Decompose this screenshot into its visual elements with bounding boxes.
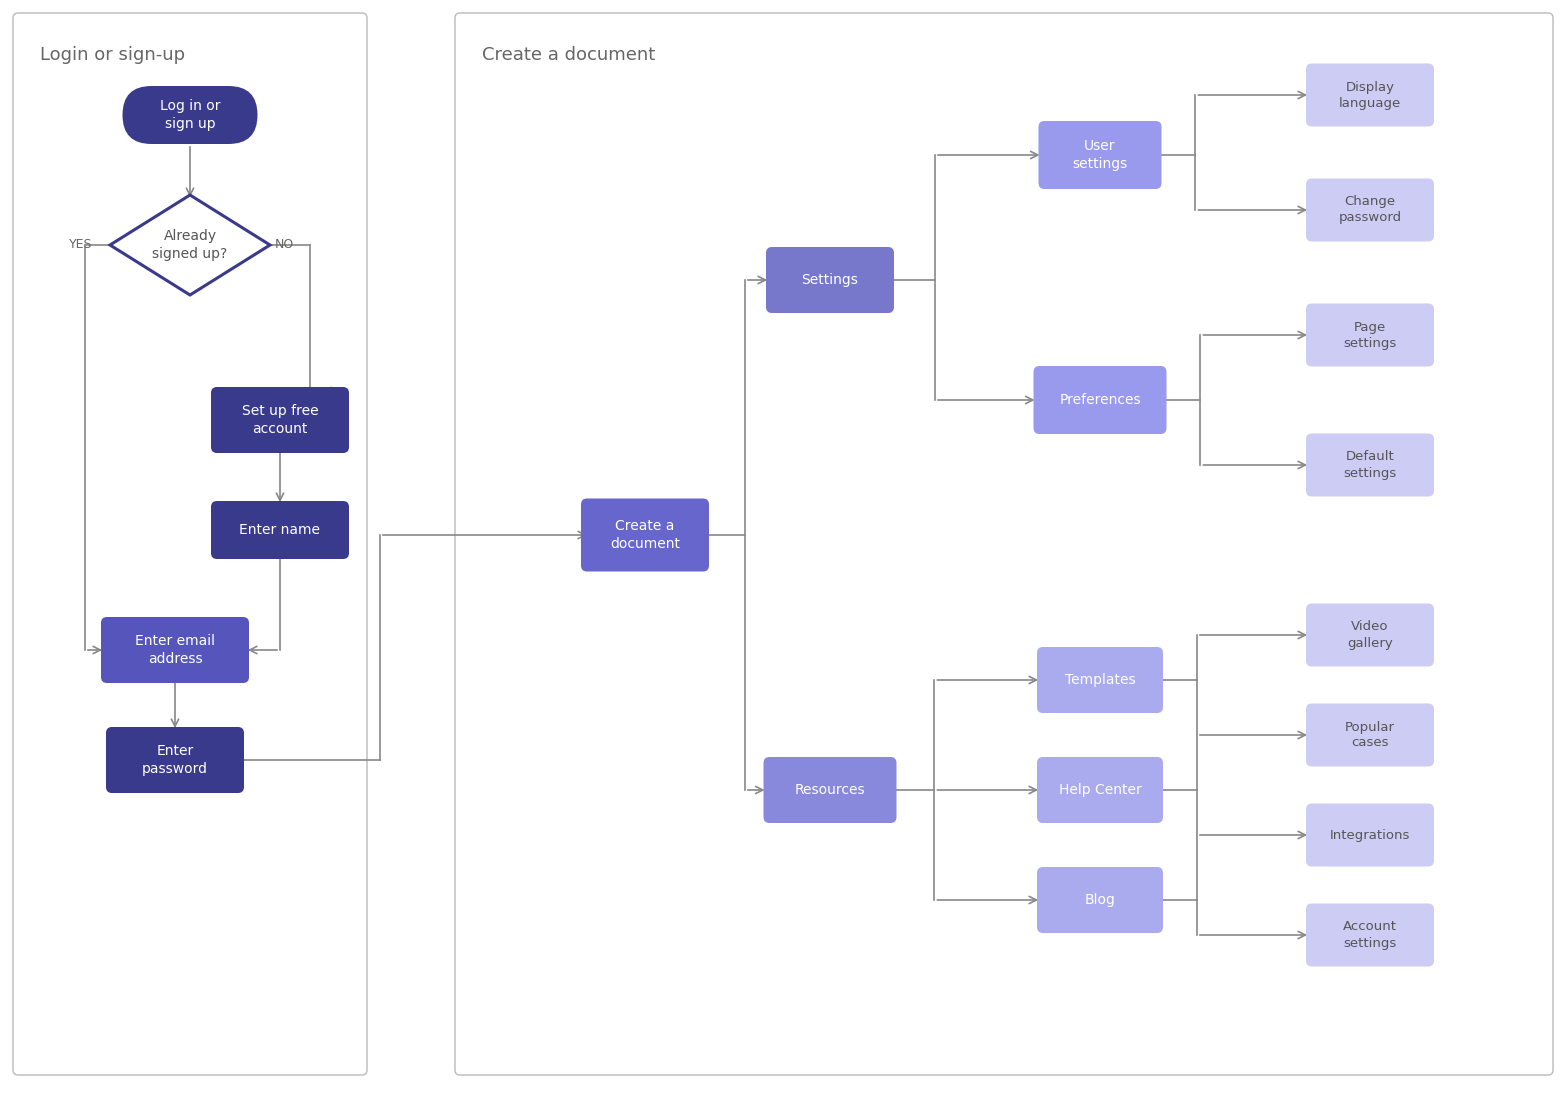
Text: Resources: Resources [794, 783, 866, 797]
Text: User
settings: User settings [1073, 139, 1128, 170]
FancyBboxPatch shape [456, 13, 1553, 1075]
FancyBboxPatch shape [1306, 303, 1434, 366]
FancyBboxPatch shape [1306, 704, 1434, 766]
Text: Page
settings: Page settings [1344, 321, 1397, 350]
FancyBboxPatch shape [1306, 603, 1434, 666]
Text: Create a document: Create a document [482, 46, 655, 64]
Text: Account
settings: Account settings [1344, 921, 1397, 950]
FancyBboxPatch shape [581, 498, 709, 571]
Text: NO: NO [276, 238, 294, 251]
Text: Popular
cases: Popular cases [1345, 721, 1395, 749]
Text: Video
gallery: Video gallery [1347, 621, 1392, 650]
Text: Log in or
sign up: Log in or sign up [160, 100, 221, 131]
FancyBboxPatch shape [122, 86, 257, 144]
Text: Login or sign-up: Login or sign-up [41, 46, 185, 64]
FancyBboxPatch shape [1306, 903, 1434, 966]
Text: Templates: Templates [1065, 673, 1135, 687]
Text: Enter
password: Enter password [143, 744, 208, 776]
FancyBboxPatch shape [1306, 804, 1434, 867]
Text: Help Center: Help Center [1059, 783, 1142, 797]
FancyBboxPatch shape [1038, 121, 1162, 189]
FancyBboxPatch shape [1306, 434, 1434, 497]
FancyBboxPatch shape [766, 247, 894, 313]
FancyBboxPatch shape [1037, 867, 1164, 933]
Text: Enter name: Enter name [240, 523, 321, 537]
FancyBboxPatch shape [211, 501, 349, 559]
FancyBboxPatch shape [106, 727, 244, 793]
Text: Already
signed up?: Already signed up? [152, 229, 227, 260]
FancyBboxPatch shape [1034, 366, 1167, 434]
Text: Enter email
address: Enter email address [135, 634, 215, 665]
Text: Display
language: Display language [1339, 81, 1402, 110]
Text: Integrations: Integrations [1330, 828, 1411, 841]
Text: Create a
document: Create a document [611, 519, 680, 550]
FancyBboxPatch shape [764, 757, 896, 823]
Text: Preferences: Preferences [1059, 393, 1140, 407]
Text: Settings: Settings [802, 273, 858, 287]
Text: Default
settings: Default settings [1344, 451, 1397, 479]
Polygon shape [110, 195, 269, 294]
FancyBboxPatch shape [1306, 63, 1434, 126]
FancyBboxPatch shape [1037, 646, 1164, 713]
Text: Set up free
account: Set up free account [241, 404, 318, 436]
FancyBboxPatch shape [211, 387, 349, 453]
FancyBboxPatch shape [100, 617, 249, 683]
Text: Blog: Blog [1085, 893, 1115, 907]
Text: YES: YES [69, 238, 92, 251]
FancyBboxPatch shape [13, 13, 366, 1075]
FancyBboxPatch shape [1306, 178, 1434, 241]
Text: Change
password: Change password [1339, 196, 1402, 225]
FancyBboxPatch shape [1037, 757, 1164, 823]
